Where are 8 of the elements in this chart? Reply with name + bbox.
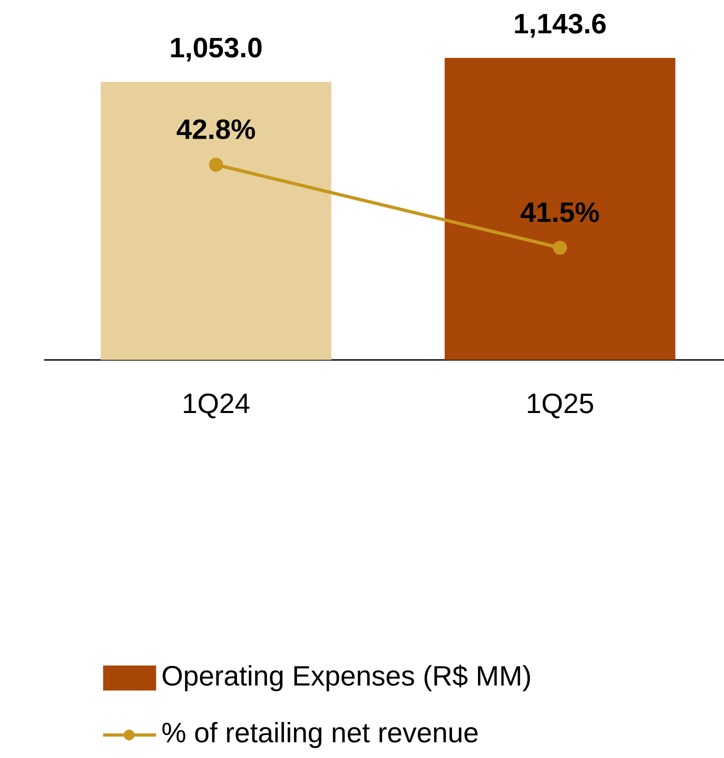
data-label: 1,053.0 — [171, 38, 262, 62]
x-tick-label: 1Q25 — [528, 394, 594, 418]
legend-label: % of retailing net revenue — [162, 722, 478, 748]
x-tick-label: 1Q24 — [184, 394, 250, 418]
data-label: 41.5% — [520, 202, 599, 222]
data-label: 42.8% — [176, 119, 255, 140]
data-label: 1,143.6 — [515, 14, 606, 38]
legend-label: Operating Expenses (R$ MM) — [162, 664, 530, 692]
